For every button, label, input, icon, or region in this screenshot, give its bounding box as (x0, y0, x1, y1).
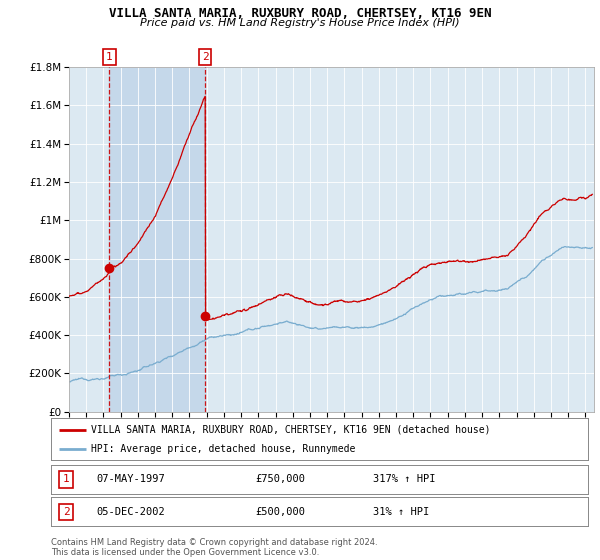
Text: VILLA SANTA MARIA, RUXBURY ROAD, CHERTSEY, KT16 9EN: VILLA SANTA MARIA, RUXBURY ROAD, CHERTSE… (109, 7, 491, 20)
Text: HPI: Average price, detached house, Runnymede: HPI: Average price, detached house, Runn… (91, 444, 356, 454)
Text: 2: 2 (202, 52, 209, 62)
Bar (109, 67, 205, 412)
Text: 31% ↑ HPI: 31% ↑ HPI (373, 507, 430, 517)
Text: 1: 1 (106, 52, 113, 62)
Text: This data is licensed under the Open Government Licence v3.0.: This data is licensed under the Open Gov… (51, 548, 319, 557)
Text: £750,000: £750,000 (255, 474, 305, 484)
Text: 2: 2 (62, 507, 70, 517)
Text: 1: 1 (62, 474, 70, 484)
Text: 317% ↑ HPI: 317% ↑ HPI (373, 474, 436, 484)
Text: VILLA SANTA MARIA, RUXBURY ROAD, CHERTSEY, KT16 9EN (detached house): VILLA SANTA MARIA, RUXBURY ROAD, CHERTSE… (91, 424, 491, 435)
Text: 05-DEC-2002: 05-DEC-2002 (97, 507, 166, 517)
Text: Contains HM Land Registry data © Crown copyright and database right 2024.: Contains HM Land Registry data © Crown c… (51, 538, 377, 547)
Text: £500,000: £500,000 (255, 507, 305, 517)
Text: 07-MAY-1997: 07-MAY-1997 (97, 474, 166, 484)
Text: Price paid vs. HM Land Registry's House Price Index (HPI): Price paid vs. HM Land Registry's House … (140, 18, 460, 28)
